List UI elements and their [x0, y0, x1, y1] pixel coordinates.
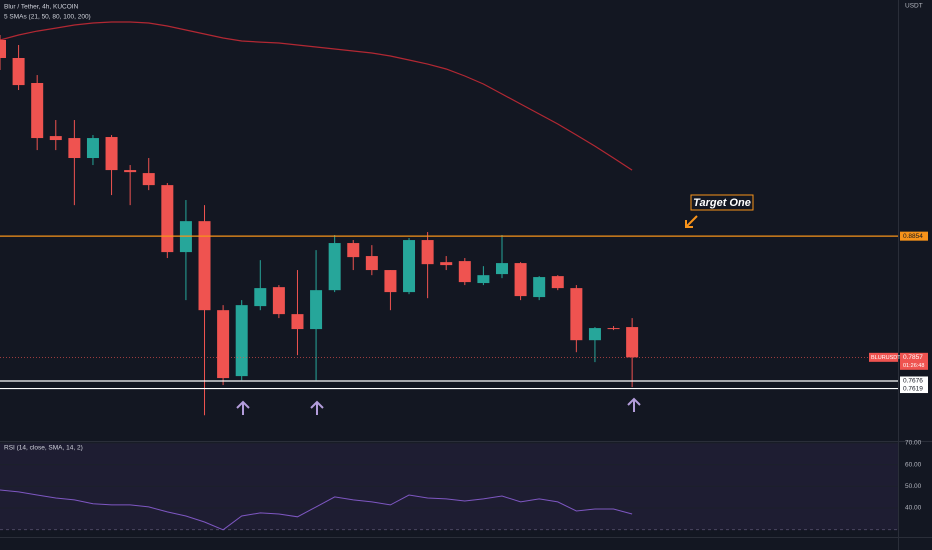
- candle-body: [533, 277, 546, 298]
- grid: [0, 442, 898, 531]
- candle-body: [217, 310, 230, 379]
- last-price-box: [900, 352, 928, 370]
- price-label-box: [900, 376, 928, 386]
- chart-title: Blur / Tether, 4h, KUCOIN: [4, 4, 79, 11]
- candle-body: [365, 256, 378, 271]
- candle-body: [607, 328, 620, 330]
- indicator-legend: 5 SMAs (21, 50, 80, 100, 200): [4, 14, 91, 21]
- candle-body: [86, 138, 99, 159]
- candle-body: [440, 262, 453, 266]
- y-tick-label: 50.00: [905, 483, 922, 490]
- axis-unit: USDT: [905, 3, 923, 10]
- y-tick-label: 70.00: [905, 440, 922, 447]
- plot: [0, 21, 898, 531]
- candle-body: [272, 287, 285, 315]
- candle-body: [254, 288, 267, 307]
- candle-body: [477, 275, 490, 284]
- price-label: 0.7619: [903, 385, 923, 392]
- candle-body: [105, 137, 118, 171]
- candle-body: [12, 57, 25, 86]
- annotation-box: [690, 194, 754, 211]
- candle-body: [291, 314, 304, 330]
- rsi-legend: RSI (14, close, SMA, 14, 2): [4, 445, 83, 452]
- candle-body: [570, 288, 583, 341]
- candle-body: [0, 39, 6, 58]
- candle-body: [458, 261, 471, 283]
- symbol-label: BLURUSDT: [871, 355, 901, 361]
- candle-body: [588, 328, 601, 341]
- candle-body: [68, 138, 81, 159]
- price-label-box: [900, 384, 928, 394]
- candle-body: [310, 290, 323, 330]
- candle-body: [384, 270, 397, 293]
- annotation-text: Target One: [693, 197, 751, 209]
- candle-body: [235, 305, 248, 377]
- price-label: 0.7676: [903, 378, 923, 385]
- candle-body: [198, 221, 211, 311]
- candle-body: [626, 327, 639, 358]
- last-price-label: 0.7857: [903, 354, 923, 361]
- candle-body: [514, 263, 527, 297]
- candle-body: [403, 240, 416, 293]
- candle-body: [551, 276, 564, 289]
- candle-body: [421, 240, 434, 265]
- candle-body: [347, 243, 360, 258]
- up-arrows: [236, 397, 641, 415]
- candle-body: [31, 83, 44, 139]
- countdown-label: 01:26:48: [903, 363, 924, 369]
- symbol-box: [869, 352, 898, 362]
- y-tick-label: 60.00: [905, 461, 922, 468]
- y-tick-label: 40.00: [905, 505, 922, 512]
- rsi-line: [0, 489, 633, 531]
- candle-body: [161, 185, 174, 253]
- candle-body: [142, 173, 155, 186]
- candle-body: [49, 136, 62, 141]
- price-label: 0.8854: [903, 233, 923, 240]
- candle-body: [495, 263, 508, 275]
- sma-line: [0, 21, 633, 171]
- annotation-arrow: [685, 215, 698, 228]
- price-label-box: [900, 231, 928, 241]
- candle-body: [328, 243, 341, 291]
- candle-body: [124, 170, 137, 173]
